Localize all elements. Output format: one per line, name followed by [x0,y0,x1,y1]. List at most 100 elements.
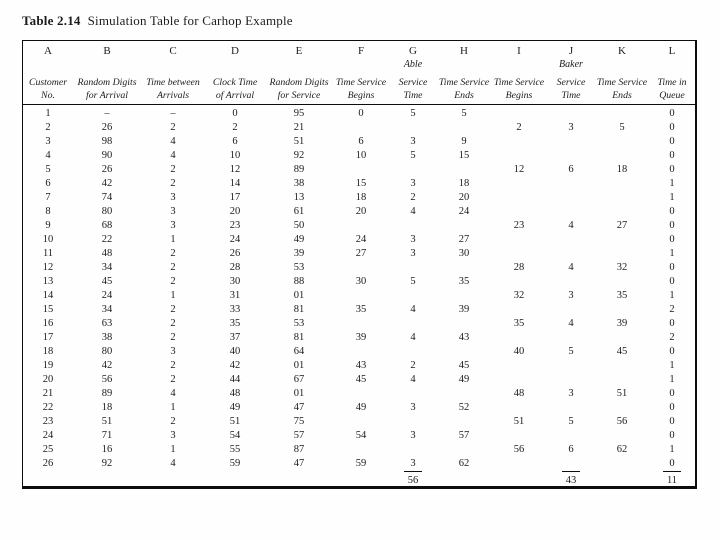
table-cell: 20 [229,206,241,217]
column-header: Service Time [389,77,437,102]
table-cell: 64 [293,346,305,357]
table-cell: 3 [170,220,176,231]
table-cell [333,163,389,177]
table-cell: 35 [513,318,525,329]
table-cell [437,163,491,177]
table-cell: 3 [170,346,176,357]
table-cell [595,107,649,121]
table-cell: 39 [458,304,470,315]
table-cell: 4 [410,374,416,385]
table-cell: 24 [101,290,113,301]
table-cell: 3 [410,402,416,413]
total-value: 43 [561,471,581,488]
table-cell: 50 [293,220,305,231]
table-cell [547,135,595,149]
totals-cell: 56 [389,471,437,488]
table-cell [595,247,649,261]
table-cell: 43 [458,332,470,343]
table-cell [389,261,437,275]
table-cell: 56 [101,374,113,385]
table-cell [547,107,595,121]
table-cell: 89 [293,164,305,175]
table-cell: 3 [568,290,574,301]
table-cell: 2 [170,374,176,385]
table-cell: 01 [293,388,305,399]
table-cell: 31 [229,290,241,301]
table-cell: 2 [232,122,238,133]
table-cell: 20 [355,206,367,217]
table-cell: 49 [458,374,470,385]
table-cell: 88 [293,276,305,287]
table-cell: 23 [229,220,241,231]
table-cell: 61 [293,206,305,217]
table-cell [333,345,389,359]
table-cell [547,177,595,191]
table-cell: 5 [410,276,416,287]
table-cell: 89 [101,388,113,399]
table-cell: 0 [232,108,238,119]
table-row: 4 90 4 10 92 10 5 15 0 [23,149,695,163]
table-row: 16 63 2 35 53 35 4 39 0 [23,317,695,331]
table-cell: 11 [42,248,54,259]
table-cell [333,121,389,135]
table-cell: 0 [669,318,675,329]
table-row: 6 42 2 14 38 15 3 18 1 [23,177,695,191]
table-cell: 0 [669,164,675,175]
table-cell [437,415,491,429]
table-cell: 18 [616,164,628,175]
table-cell: 6 [232,136,238,147]
group-label-empty [333,59,389,71]
table-cell: 81 [293,304,305,315]
table-cell [333,443,389,457]
table-cell: 4 [170,150,176,161]
column-header-line2: Begins [347,89,375,101]
table-cell: 49 [293,234,305,245]
totals-cell: 43 [547,471,595,488]
table-cell: 40 [229,346,241,357]
table-cell: 5 [568,346,574,357]
table-cell [491,457,547,471]
table-cell [547,303,595,317]
column-letters-row: A B C D E F G H I J K L [23,45,695,58]
table-cell: 12 [229,164,241,175]
column-letter: C [169,45,177,57]
group-label-empty [491,59,547,71]
table-cell: 26 [229,248,241,259]
table-cell: 39 [355,332,367,343]
column-header-line2: Arrivals [156,89,190,101]
column-header-line2: for Service [277,89,321,101]
table-row: 5 26 2 12 89 12 6 18 0 [23,163,695,177]
table-cell: 55 [229,444,241,455]
table-row: 17 38 2 37 81 39 4 43 2 [23,331,695,345]
table-cell: 2 [170,318,176,329]
table-cell: 4 [568,262,574,273]
table-cell: 23 [513,220,525,231]
table-cell [491,135,547,149]
table-cell [595,429,649,443]
table-cell: 3 [568,388,574,399]
table-cell: 3 [45,136,51,147]
table-cell: 21 [293,122,305,133]
table-cell: 18 [355,192,367,203]
table-cell: 1 [669,192,675,203]
table-cell: 3 [170,192,176,203]
table-cell: 80 [101,206,113,217]
table-cell: 3 [410,136,416,147]
table-cell: 0 [669,346,675,357]
table-cell: 80 [101,346,113,357]
column-header-line1: Clock Time [212,77,258,88]
table-cell: 5 [410,150,416,161]
table-cell: 27 [616,220,628,231]
table-cell: 44 [229,374,241,385]
table-cell: 43 [355,360,367,371]
table-cell [491,275,547,289]
table-cell: 90 [101,150,113,161]
table-cell: 53 [293,262,305,273]
table-number-label: Table 2.14 [22,13,81,28]
table-cell: 92 [293,150,305,161]
table-cell [595,373,649,387]
totals-cell [205,471,265,488]
column-header-line1: Time Service [493,77,545,88]
column-header-line2: Begins [505,89,533,101]
table-cell: 51 [513,416,525,427]
